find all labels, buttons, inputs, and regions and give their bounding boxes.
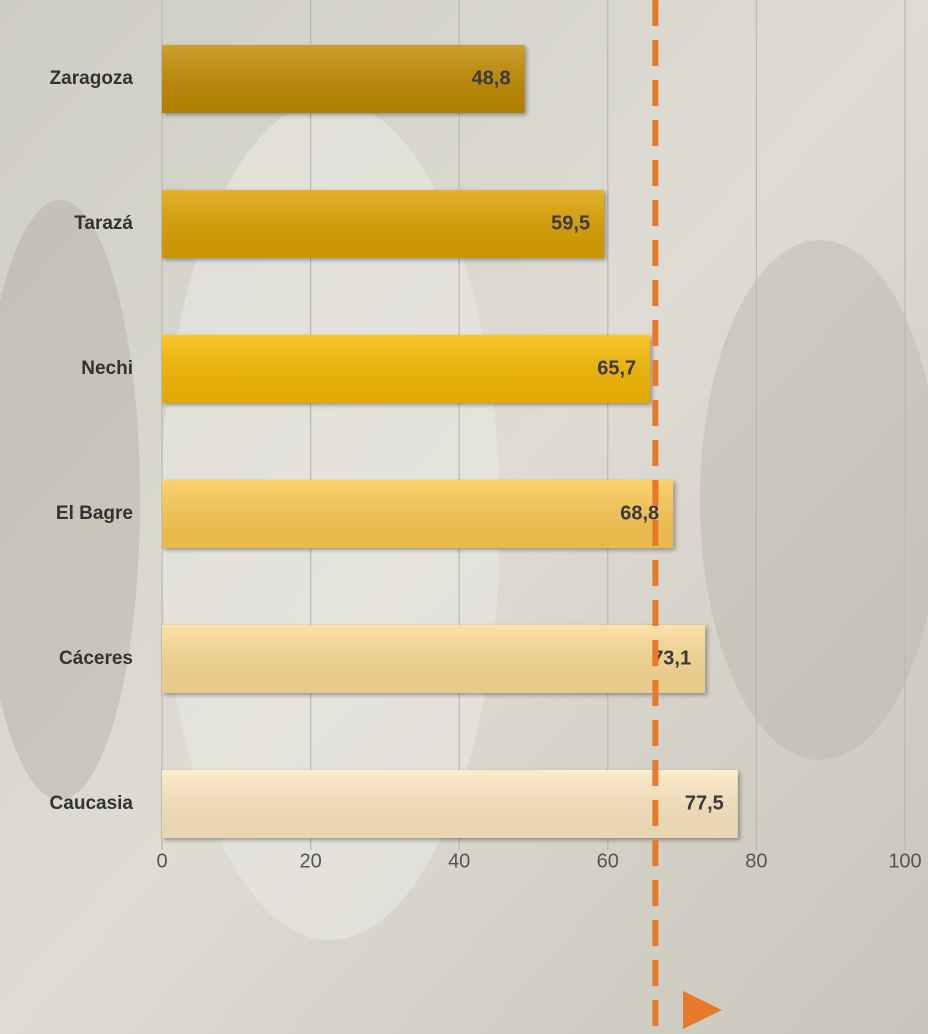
category-label: Cáceres xyxy=(59,648,133,669)
bar-shine xyxy=(162,625,705,693)
value-label: 59,5 xyxy=(551,212,590,234)
x-tick-label: 0 xyxy=(156,850,167,872)
category-label: Nechi xyxy=(81,358,133,379)
x-tick-label: 60 xyxy=(597,850,619,872)
x-tick-label: 80 xyxy=(745,850,767,872)
category-label: El Bagre xyxy=(56,503,133,524)
x-tick-label: 40 xyxy=(448,850,470,872)
x-tick-label: 20 xyxy=(299,850,321,872)
chart: 0 20 40 60 80 100 Zaragoza 48,8 Tarazá 59,5 Nechi… xyxy=(0,0,928,1034)
bar-shine xyxy=(162,190,604,258)
category-label: Zaragoza xyxy=(50,68,134,89)
value-label: 65,7 xyxy=(597,357,636,379)
category-label: Tarazá xyxy=(74,213,133,234)
bar-shine xyxy=(162,480,673,548)
value-label: 77,5 xyxy=(685,792,724,814)
bar-shine xyxy=(162,770,738,838)
bar-shine xyxy=(162,45,525,113)
value-label: 48,8 xyxy=(472,67,511,89)
category-label: Caucasia xyxy=(50,793,134,814)
x-tick-label: 100 xyxy=(888,850,921,872)
bar-shine xyxy=(162,335,650,403)
